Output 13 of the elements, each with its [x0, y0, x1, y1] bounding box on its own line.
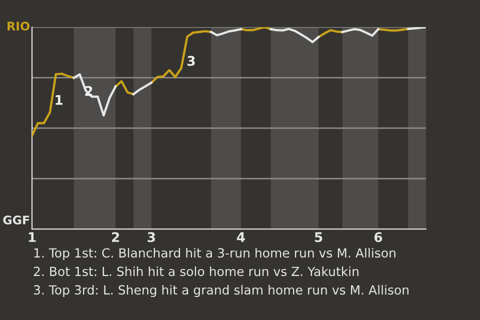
- text: RIO: [8, 22, 30, 31]
- text: 2. Bot 1st: L. Shih hit a solo home run vs Z. Yakutkin: [34, 266, 358, 276]
- text: 3. Top 3rd: L. Sheng hit a grand slam home run vs M. Allison: [34, 284, 408, 298]
- x-tick-label: 2: [112, 232, 120, 242]
- annotation: 3: [187, 56, 195, 66]
- annotation: 1: [56, 95, 62, 105]
- x-tick-label: 4: [236, 232, 245, 242]
- text: GGF: [3, 216, 30, 224]
- x-tick-label: 3: [148, 232, 155, 242]
- x-tick-label: 5: [314, 232, 322, 242]
- x-tick-label: 1: [28, 232, 36, 242]
- text: 1. Top 1st: C. Blanchard hit a 3-run home run vs M. Allison: [34, 248, 396, 260]
- x-tick-label: 6: [374, 232, 382, 242]
